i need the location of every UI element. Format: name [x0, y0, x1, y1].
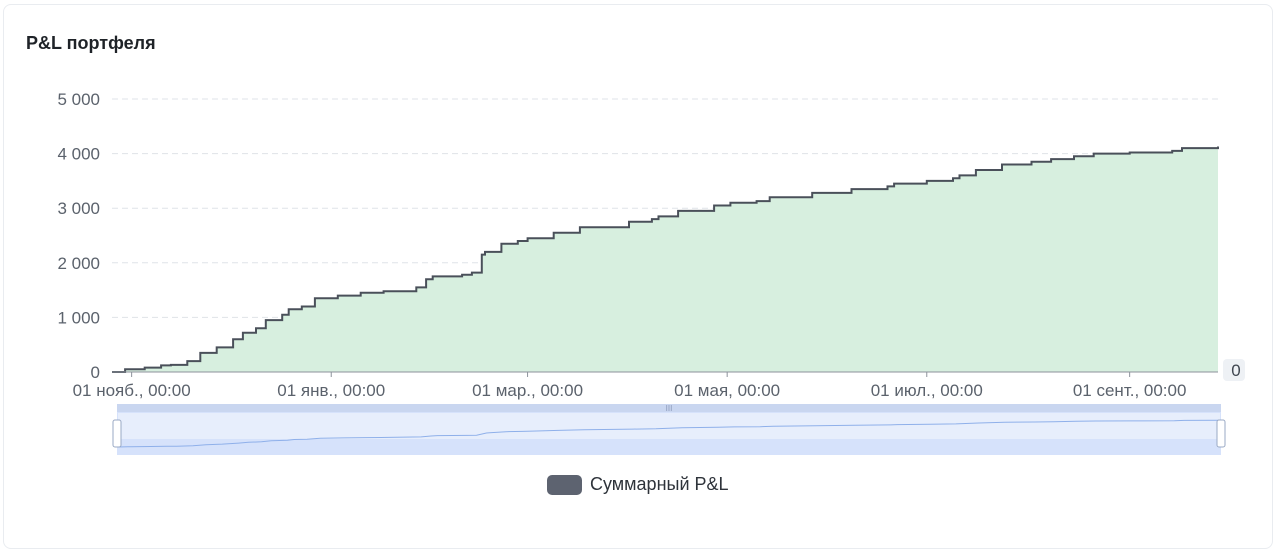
zoom-preview-bg: [118, 413, 1220, 439]
x-tick-label: 01 сент., 00:00: [1073, 381, 1187, 400]
y-tick-label: 3 000: [57, 199, 100, 218]
pnl-series-line: [112, 146, 1219, 373]
y-tick-label: 4 000: [57, 145, 100, 164]
y-tick-label: 2 000: [57, 254, 100, 273]
legend[interactable]: Суммарный P&L: [547, 474, 729, 495]
x-tick-label: 01 нояб., 00:00: [73, 381, 191, 400]
y-tick-label: 0: [91, 363, 100, 382]
x-tick-label: 01 мая, 00:00: [674, 381, 780, 400]
x-tick-label: 01 мар., 00:00: [472, 381, 583, 400]
y-axis: 0 1 000 2 000 3 000 4 000 5 000: [57, 90, 100, 382]
zoom-handle-left[interactable]: [112, 419, 122, 448]
legend-label[interactable]: Суммарный P&L: [590, 474, 729, 494]
x-axis: 01 нояб., 00:00 01 янв., 00:00 01 мар., 00…: [73, 372, 1187, 400]
x-tick-label: 01 янв., 00:00: [277, 381, 385, 400]
right-axis-badge: 0: [1223, 359, 1245, 381]
legend-swatch[interactable]: [547, 474, 582, 495]
zoom-preview-line: [117, 419, 1221, 448]
pnl-area: [112, 146, 1218, 372]
y-tick-label: 1 000: [57, 308, 100, 327]
zoom-grip-icon[interactable]: III: [666, 404, 673, 413]
right-axis-label: 0: [1231, 361, 1240, 380]
zoom-handle-right[interactable]: [1216, 419, 1226, 448]
x-tick-label: 01 июл., 00:00: [871, 381, 983, 400]
zoom-slider[interactable]: III: [112, 404, 1226, 455]
chart-title: P&L портфеля: [26, 33, 156, 53]
y-tick-label: 5 000: [57, 90, 100, 109]
zoom-drag-bar[interactable]: [117, 404, 1221, 412]
